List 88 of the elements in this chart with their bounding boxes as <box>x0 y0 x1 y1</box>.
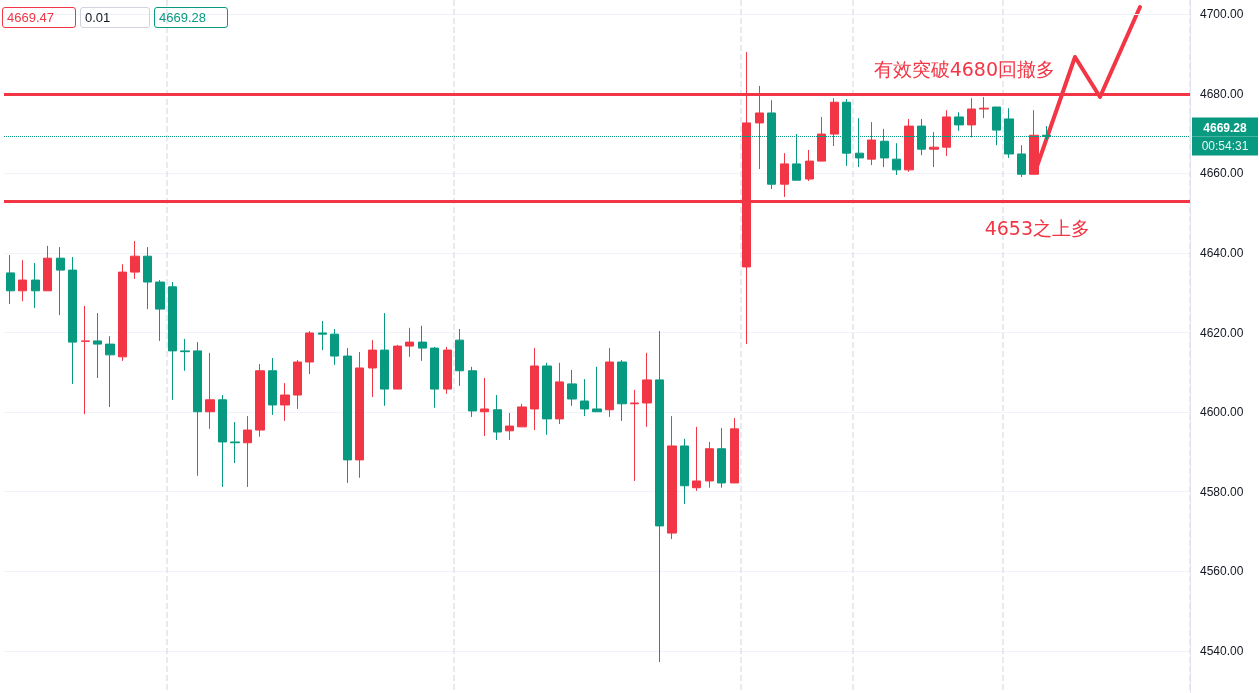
y-tick-label: 4540.00 <box>1200 643 1244 658</box>
y-tick-label: 4600.00 <box>1200 405 1244 420</box>
candlestick <box>18 259 27 302</box>
candlestick <box>418 325 427 362</box>
annotation: 0.01 <box>80 7 150 28</box>
candlestick <box>929 131 939 168</box>
candlestick <box>867 121 876 166</box>
ref-line-label: 4653之上多 <box>984 216 1090 239</box>
y-tick-label: 4660.00 <box>1200 166 1244 181</box>
candlestick <box>230 421 240 464</box>
y-tick-label: 4640.00 <box>1200 246 1244 261</box>
candlestick <box>692 426 701 492</box>
candlestick <box>268 357 277 416</box>
candlestick <box>105 335 115 408</box>
candlestick <box>368 339 377 398</box>
candlestick <box>605 347 614 418</box>
candlestick <box>168 281 177 401</box>
y-tick-label: 4580.00 <box>1200 484 1244 499</box>
candlestick <box>81 305 90 415</box>
candlestick <box>954 111 964 132</box>
candlestick <box>405 327 414 358</box>
candlestick <box>517 403 527 428</box>
candlestick <box>555 362 564 425</box>
ref-line-label: 4669.28 <box>1203 120 1248 135</box>
candlestick <box>243 415 252 488</box>
y-tick-label: 4560.00 <box>1200 564 1244 579</box>
candlestick <box>393 344 402 390</box>
candlestick <box>318 320 327 351</box>
candlestick <box>293 359 302 410</box>
candlestick <box>68 256 77 385</box>
candlestick <box>205 352 215 430</box>
candlestick <box>305 330 314 375</box>
candlestick <box>617 359 627 422</box>
y-tick-label: 4620.00 <box>1200 325 1244 340</box>
candlestick <box>355 351 364 479</box>
candlestick <box>567 369 577 407</box>
candlestick <box>542 362 552 436</box>
candlestick <box>730 417 739 484</box>
candlestick <box>830 97 839 147</box>
candlestick <box>680 438 689 505</box>
candlestick <box>667 415 677 540</box>
candlestick <box>43 245 52 292</box>
candlestick <box>480 377 489 437</box>
candlestick <box>343 347 352 484</box>
candlestick <box>1029 109 1039 175</box>
candlestick <box>193 341 202 477</box>
candlestick <box>130 240 140 280</box>
candlestick <box>155 279 165 342</box>
candlestick <box>592 366 602 413</box>
candlestick <box>580 378 589 417</box>
candlestick <box>642 352 652 428</box>
candlestick <box>904 118 914 173</box>
candlestick <box>505 412 514 441</box>
candlestick <box>6 254 15 305</box>
candlestick <box>892 142 901 176</box>
candlestick <box>468 366 477 418</box>
candlestick <box>330 328 339 366</box>
candlestick <box>380 312 389 407</box>
candlestick <box>530 347 539 431</box>
candlestick <box>143 246 152 310</box>
candlestick <box>455 328 464 387</box>
y-tick-label: 4680.00 <box>1200 86 1244 101</box>
y-tick-label: 4700.00 <box>1200 7 1244 22</box>
candlestick <box>967 97 976 138</box>
candlestick <box>443 346 452 395</box>
text: 00:54:31 <box>1201 138 1249 153</box>
candlestick <box>705 441 714 489</box>
candlestick <box>255 363 265 438</box>
candlestick <box>218 394 227 488</box>
candlestick <box>56 246 65 316</box>
candlestick <box>180 338 190 372</box>
candlestick <box>1017 144 1026 178</box>
candlestick <box>280 382 290 422</box>
candlestick <box>93 312 102 379</box>
annotation: 4669.47 <box>2 7 76 28</box>
candlestick <box>817 116 826 162</box>
candlestick <box>118 263 127 362</box>
candlestick <box>717 427 726 489</box>
annotation: 4669.28 <box>154 7 228 28</box>
ref-line-label: 有效突破4680回撤多 <box>873 58 1055 81</box>
candlestick <box>430 346 439 409</box>
candlestick <box>31 262 40 309</box>
candlestick <box>942 109 951 157</box>
candlestick <box>630 389 639 482</box>
candlestick <box>805 149 814 182</box>
candlestick <box>655 330 664 663</box>
candlestick <box>493 394 502 441</box>
candlestick <box>780 152 789 198</box>
